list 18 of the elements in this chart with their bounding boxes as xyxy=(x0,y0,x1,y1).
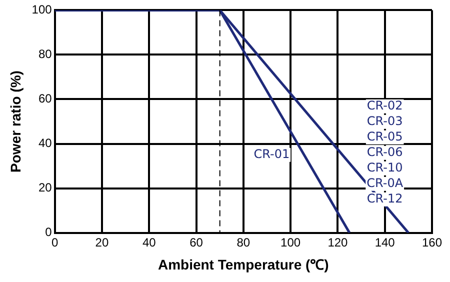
x-axis-title: Ambient Temperature (℃) xyxy=(158,256,329,272)
series-label: CR-01 xyxy=(254,147,290,162)
y-tick-label: 20 xyxy=(38,180,52,195)
y-tick-label: 60 xyxy=(38,92,52,106)
x-tick-label: 160 xyxy=(422,235,442,250)
x-tick-label: 120 xyxy=(328,235,348,250)
x-tick-label: 100 xyxy=(280,235,301,250)
x-tick-label: 60 xyxy=(190,235,204,250)
y-tick-label: 100 xyxy=(32,2,52,17)
y-tick-label: 80 xyxy=(38,47,52,62)
x-tick-label: 140 xyxy=(374,235,396,250)
y-axis-title: Power ratio (%) xyxy=(7,70,24,172)
x-tick-label: 40 xyxy=(142,235,156,250)
y-tick-label: 40 xyxy=(38,136,52,150)
series-label: CR-02 CR-03 CR-05 CR-06 CR-10 CR-0A CR-12 xyxy=(366,98,404,206)
x-tick-label: 20 xyxy=(95,235,109,250)
x-tick-label: 80 xyxy=(236,235,250,250)
y-tick-label: 0 xyxy=(45,225,52,240)
